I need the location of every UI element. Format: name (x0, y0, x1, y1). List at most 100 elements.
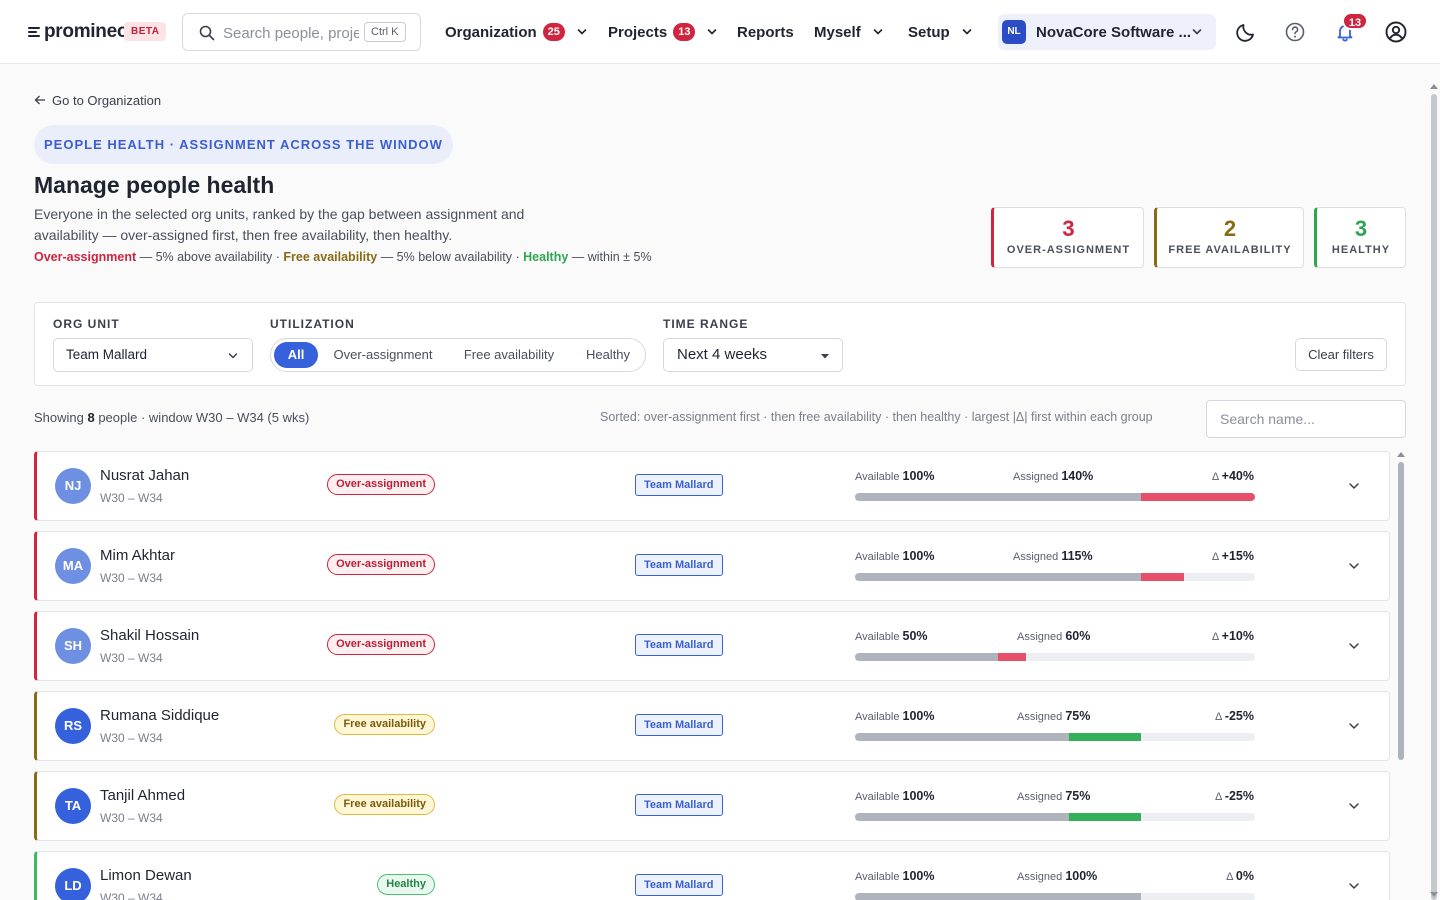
utilization-option-all[interactable]: All (274, 342, 318, 368)
person-row[interactable]: LD Limon Dewan W30 – W34 Healthy Team Mallar… (34, 851, 1390, 900)
chevron-down-icon[interactable] (1348, 720, 1360, 732)
chevron-down-icon (962, 29, 971, 35)
bar-base-segment (855, 493, 1141, 501)
delta-label: Δ (1211, 471, 1222, 483)
chevron-down-icon[interactable] (1348, 880, 1360, 892)
global-search[interactable]: Ctrl K (182, 13, 421, 51)
nav-myself-label: Myself (814, 23, 861, 41)
chevron-down-icon[interactable] (1348, 480, 1360, 492)
clear-filters-button[interactable]: Clear filters (1295, 338, 1387, 371)
org-unit-tag: Team Mallard (635, 874, 723, 896)
available-label: Available (855, 471, 903, 483)
organization-switcher[interactable]: NL NovaCore Software ... (998, 14, 1216, 50)
search-shortcut-hint: Ctrl K (364, 22, 406, 42)
person-name: Rumana Siddique (100, 707, 220, 724)
assigned-metric: Assigned 100% (1017, 869, 1097, 883)
available-metric: Available 50% (855, 629, 928, 643)
stat-healthy[interactable]: 3 HEALTHY (1314, 207, 1406, 268)
results-summary: Showing 8 people · window W30 – W34 (5 w… (34, 410, 309, 425)
bar-base-segment (855, 653, 998, 661)
person-name: Tanjil Ahmed (100, 787, 186, 804)
person-window: W30 – W34 (100, 491, 163, 505)
scroll-up-arrow-icon[interactable] (1397, 452, 1405, 457)
person-window: W30 – W34 (100, 651, 163, 665)
chevron-down-icon[interactable] (1348, 800, 1360, 812)
chevron-down-icon (1192, 29, 1202, 35)
bar-base-segment (855, 893, 1141, 900)
global-search-input[interactable] (223, 22, 359, 44)
legend-healthy-label: Healthy (523, 250, 569, 264)
assigned-metric: Assigned 75% (1017, 709, 1090, 723)
delta-metric: Δ 0% (1226, 869, 1254, 883)
status-badge: Over-assignment (327, 474, 435, 495)
person-row[interactable]: NJ Nusrat Jahan W30 – W34 Over-assignment Te… (34, 451, 1390, 521)
person-row[interactable]: SH Shakil Hossain W30 – W34 Over-assignment… (34, 611, 1390, 681)
assigned-label: Assigned (1017, 711, 1066, 723)
back-to-organization-link[interactable]: Go to Organization (34, 91, 161, 109)
org-name: NovaCore Software ... (1036, 23, 1192, 41)
utilization-bar (855, 493, 1255, 501)
scroll-down-arrow-icon[interactable] (1430, 892, 1438, 897)
available-value: 100% (902, 709, 935, 723)
person-row[interactable]: TA Tanjil Ahmed W30 – W34 Free availability… (34, 771, 1390, 841)
list-scrollbar[interactable] (1395, 452, 1407, 900)
nav-projects-badge: 13 (673, 23, 696, 41)
delta-value: 0% (1235, 869, 1254, 883)
time-range-select[interactable]: Next 4 weeks (663, 338, 843, 372)
delta-metric: Δ -25% (1215, 709, 1254, 723)
assigned-label: Assigned (1017, 791, 1066, 803)
utilization-option-free-availability[interactable]: Free availability (463, 347, 555, 362)
status-legend: Over-assignment — 5% above availability … (34, 250, 652, 264)
available-value: 100% (902, 789, 935, 803)
stat-healthy-value: 3 (1354, 216, 1368, 241)
person-row[interactable]: MA Mim Akhtar W30 – W34 Over-assignment Team… (34, 531, 1390, 601)
person-avatar: RS (55, 708, 91, 744)
arrow-left-icon (34, 95, 45, 105)
assigned-metric: Assigned 115% (1013, 549, 1093, 563)
logo-mark-icon (28, 24, 42, 40)
utilization-bar (855, 893, 1255, 900)
stat-healthy-label: HEALTHY (1331, 244, 1391, 256)
stat-free-availability[interactable]: 2 FREE AVAILABILITY (1154, 207, 1304, 268)
utilization-option-healthy[interactable]: Healthy (585, 347, 631, 362)
nav-setup[interactable]: Setup (908, 20, 972, 44)
list-scrollbar-thumb[interactable] (1398, 462, 1404, 760)
stat-free-value: 2 (1223, 216, 1237, 241)
nav-reports[interactable]: Reports (737, 20, 794, 44)
stat-over-assignment[interactable]: 3 OVER-ASSIGNMENT (991, 207, 1144, 268)
delta-label: Δ (1215, 711, 1225, 723)
bar-gap-segment (1069, 733, 1141, 741)
name-search-input[interactable] (1206, 400, 1406, 438)
nav-organization-label: Organization (445, 23, 537, 41)
page-description: Everyone in the selected org units, rank… (34, 206, 525, 243)
nav-organization[interactable]: Organization 25 (445, 20, 587, 44)
sort-description: Sorted: over-assignment first · then fre… (600, 410, 1153, 424)
page-scrollbar[interactable] (1428, 64, 1440, 900)
person-window: W30 – W34 (100, 811, 163, 825)
legend-free-label: Free availability (283, 250, 378, 264)
nav-myself[interactable]: Myself (814, 20, 883, 44)
assigned-metric: Assigned 60% (1017, 629, 1090, 643)
org-unit-value: Team Mallard (66, 347, 148, 362)
user-account-icon[interactable] (1384, 20, 1408, 44)
bar-gap-segment (1140, 493, 1255, 501)
chevron-down-icon[interactable] (1348, 560, 1360, 572)
org-unit-select[interactable]: Team Mallard (53, 338, 253, 372)
org-unit-tag: Team Mallard (635, 554, 723, 576)
utilization-option-over-assignment[interactable]: Over-assignment (333, 347, 433, 362)
bar-base-segment (855, 733, 1070, 741)
time-range-label: TIME RANGE (663, 317, 749, 331)
person-row[interactable]: RS Rumana Siddique W30 – W34 Free availabil… (34, 691, 1390, 761)
bar-base-segment (855, 573, 1141, 581)
help-icon[interactable] (1283, 20, 1307, 44)
promineo-logo[interactable]: promineo (28, 20, 128, 44)
delta-value: +40% (1221, 469, 1254, 483)
top-navigation-bar: promineo BETA Ctrl K Organization 25 Pro… (0, 0, 1440, 64)
chevron-down-icon[interactable] (1348, 640, 1360, 652)
scroll-up-arrow-icon[interactable] (1430, 84, 1438, 89)
nav-projects[interactable]: Projects 13 (608, 20, 717, 44)
dark-mode-moon-icon[interactable] (1234, 20, 1258, 44)
page-scrollbar-thumb[interactable] (1431, 94, 1437, 900)
beta-badge: BETA (124, 22, 167, 41)
utilization-label: UTILIZATION (270, 317, 355, 331)
